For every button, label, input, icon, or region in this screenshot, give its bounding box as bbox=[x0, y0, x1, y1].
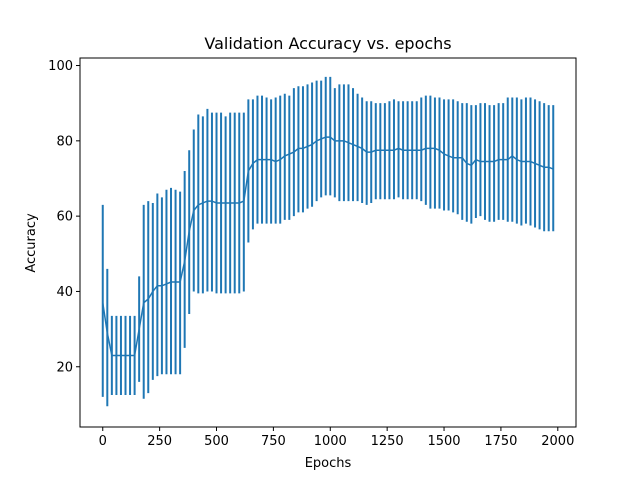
x-tick-label: 750 bbox=[261, 434, 286, 449]
x-axis: 0 250 500 750 1000 1250 1500 1750 2000 bbox=[99, 427, 574, 449]
x-tick-label: 2000 bbox=[541, 434, 574, 449]
chart-title: Validation Accuracy vs. epochs bbox=[204, 34, 451, 53]
mean-accuracy-line bbox=[102, 136, 554, 357]
x-tick-label: 500 bbox=[204, 434, 229, 449]
plot-frame bbox=[79, 57, 577, 428]
y-tick-label: 40 bbox=[56, 285, 73, 300]
x-tick-label: 1500 bbox=[427, 434, 460, 449]
y-tick-label: 80 bbox=[56, 134, 73, 149]
y-tick-label: 60 bbox=[56, 210, 73, 225]
x-axis-label: Epochs bbox=[305, 456, 352, 471]
y-axis: 20 40 60 80 100 bbox=[48, 59, 80, 375]
y-tick-label: 20 bbox=[56, 360, 73, 375]
x-tick-label: 250 bbox=[147, 434, 172, 449]
y-axis-label: Accuracy bbox=[24, 213, 39, 273]
y-tick-label: 100 bbox=[48, 59, 73, 74]
x-tick-label: 1750 bbox=[484, 434, 517, 449]
x-tick-label: 1250 bbox=[371, 434, 404, 449]
x-tick-label: 0 bbox=[99, 434, 107, 449]
x-tick-label: 1000 bbox=[314, 434, 347, 449]
error-bars bbox=[101, 76, 555, 407]
